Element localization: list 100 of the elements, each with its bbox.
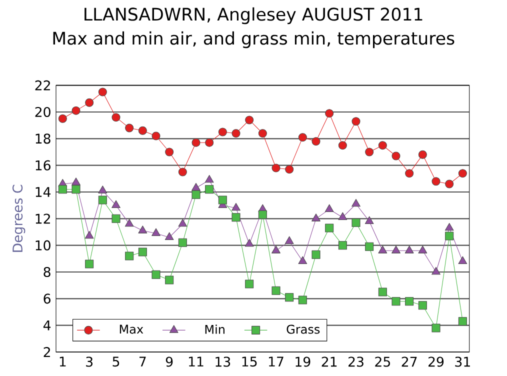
point <box>378 288 387 296</box>
point <box>364 216 374 224</box>
point <box>138 248 147 256</box>
point <box>272 164 280 172</box>
point <box>232 213 240 222</box>
x-tick-label: 21 <box>322 356 337 367</box>
x-tick-label: 11 <box>188 356 204 366</box>
point <box>458 256 468 264</box>
x-tick-label: 3 <box>86 356 93 367</box>
point <box>272 286 280 295</box>
point <box>112 214 120 223</box>
point <box>245 280 254 288</box>
point <box>138 226 148 234</box>
point <box>285 165 294 174</box>
y-tick-label: 2 <box>44 347 50 357</box>
x-tick-label: 9 <box>166 356 173 367</box>
point <box>458 317 467 326</box>
point <box>152 270 160 279</box>
point <box>138 126 147 135</box>
point <box>432 266 440 275</box>
legend-label: Min <box>205 324 224 334</box>
point <box>392 297 400 306</box>
point <box>312 214 320 222</box>
x-tick-label: 1 <box>60 356 66 366</box>
point <box>165 276 174 284</box>
point <box>98 196 107 204</box>
point <box>178 168 187 176</box>
point <box>458 169 467 178</box>
y-tick-label: 12 <box>36 214 50 224</box>
point <box>312 250 320 259</box>
point <box>312 137 320 146</box>
point <box>338 241 347 250</box>
point <box>285 293 294 302</box>
point <box>352 117 360 126</box>
x-tick-label: 23 <box>348 356 364 367</box>
point <box>405 297 414 306</box>
point <box>418 246 428 254</box>
point <box>84 230 94 239</box>
point <box>324 204 334 212</box>
point <box>125 124 134 132</box>
legend-label: Max <box>120 324 144 334</box>
point <box>165 148 174 156</box>
point <box>338 141 347 150</box>
point <box>258 210 267 219</box>
point <box>85 260 94 268</box>
y-tick-label: 8 <box>44 266 50 278</box>
point <box>298 296 307 304</box>
y-tick-label: 10 <box>36 240 50 250</box>
point <box>418 150 427 159</box>
point <box>338 212 348 220</box>
point <box>72 185 80 194</box>
point <box>405 169 414 178</box>
chart-title: LLANSADWRN, Anglesey AUGUST 2011 <box>84 7 422 24</box>
point <box>298 133 307 142</box>
point <box>378 141 387 150</box>
point <box>218 128 227 136</box>
point <box>365 148 374 156</box>
point <box>72 178 80 186</box>
point <box>85 98 94 107</box>
point <box>245 116 254 124</box>
x-tick-label: 19 <box>296 356 310 367</box>
point <box>298 256 308 264</box>
point <box>192 138 200 147</box>
point <box>378 246 388 254</box>
point <box>284 236 294 244</box>
y-axis-title: Degrees C <box>12 184 26 252</box>
point <box>244 238 254 247</box>
point <box>152 132 160 140</box>
point <box>352 198 360 207</box>
point <box>178 218 188 227</box>
y-tick-label: 20 <box>35 106 50 118</box>
x-tick-label: 5 <box>112 356 120 367</box>
point <box>404 246 414 254</box>
point <box>232 129 240 138</box>
y-tick-label: 16 <box>36 160 50 170</box>
point <box>392 246 400 254</box>
point <box>325 109 334 118</box>
point <box>192 190 200 199</box>
y-tick-label: 18 <box>36 134 50 144</box>
chart-subtitle: Max and min air, and grass min, temperatures <box>53 31 454 48</box>
point <box>445 180 454 188</box>
point <box>418 301 427 310</box>
point <box>205 138 214 147</box>
y-tick-label: 14 <box>36 187 51 197</box>
point <box>112 200 120 208</box>
legend-label: Grass <box>286 324 320 334</box>
point <box>192 182 200 191</box>
point <box>58 185 67 194</box>
point <box>445 232 454 240</box>
point <box>325 224 334 232</box>
y-tick-label: 6 <box>44 294 50 304</box>
point <box>98 88 107 96</box>
point <box>124 218 134 227</box>
point <box>112 113 120 122</box>
point <box>232 202 240 211</box>
x-tick-label: 31 <box>455 356 470 367</box>
point <box>205 185 214 194</box>
x-tick-label: 13 <box>216 356 230 367</box>
point <box>98 186 108 194</box>
x-tick-label: 25 <box>375 356 390 367</box>
